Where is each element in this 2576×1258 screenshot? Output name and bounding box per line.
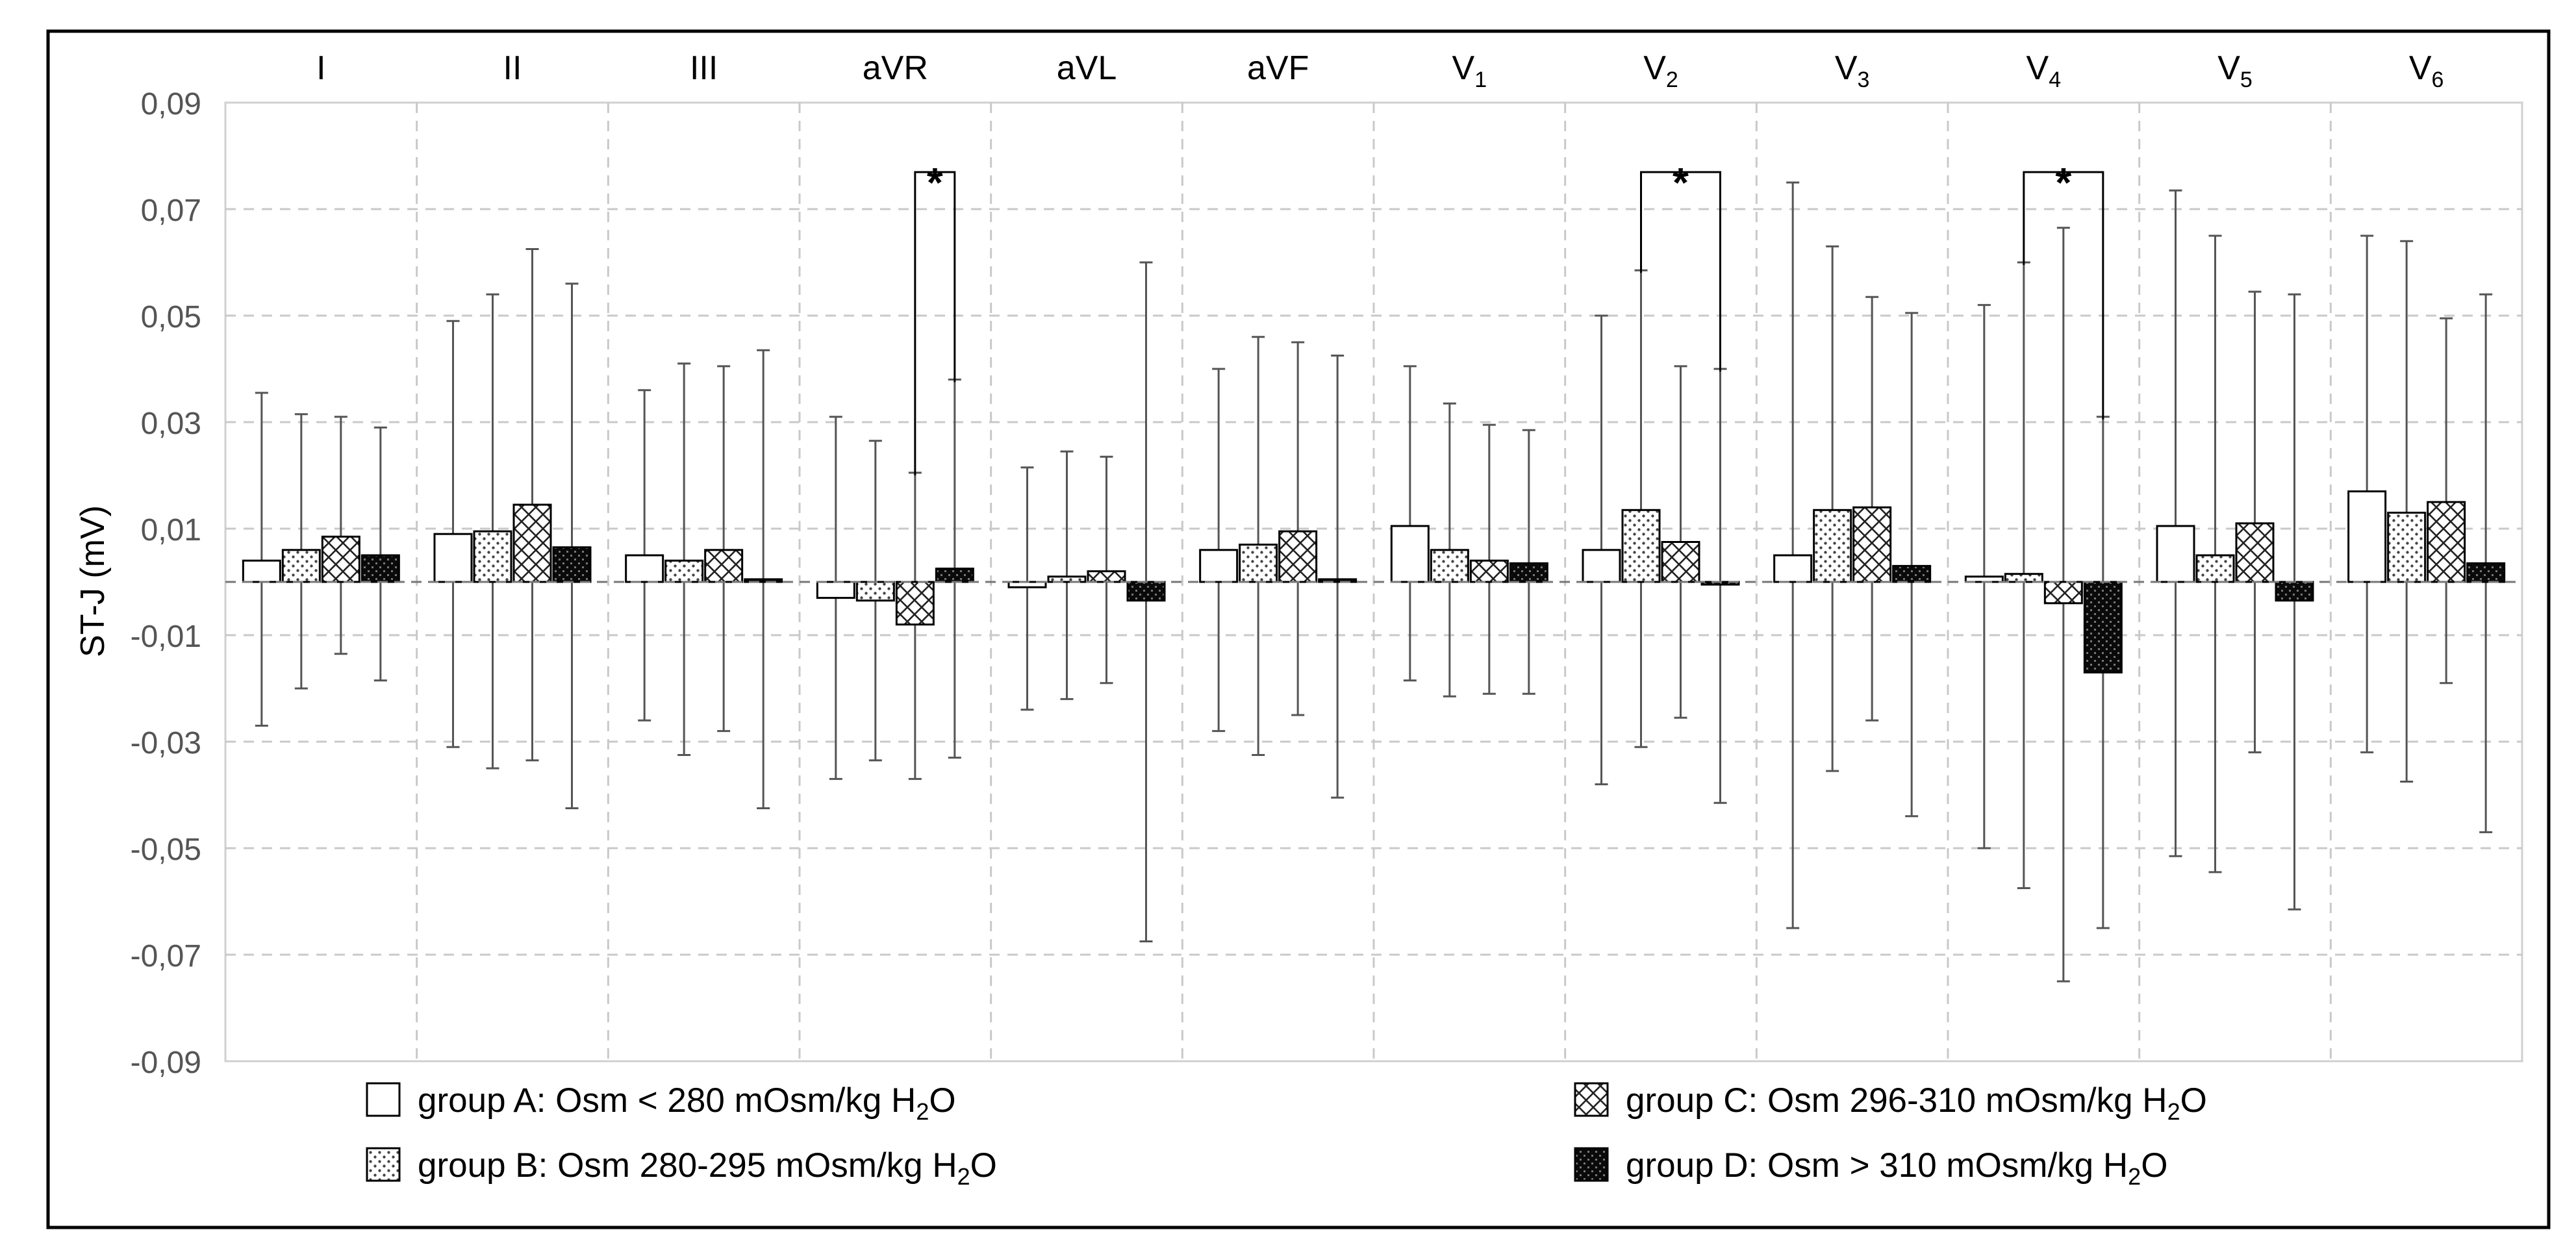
bar-group-c (2043, 581, 2083, 605)
bar-group-c (704, 549, 744, 583)
legend-swatch (1574, 1147, 1609, 1182)
y-tick-label: -0,05 (131, 833, 201, 867)
bar-group-a (433, 533, 473, 583)
bar-group-c (2427, 501, 2466, 583)
y-tick-label: 0,07 (141, 194, 201, 228)
bar-group-a (625, 554, 664, 583)
y-tick-label: 0,05 (141, 300, 201, 334)
legend[interactable]: group A: Osm < 280 mOsm/kg H2O group C: O… (366, 1081, 2207, 1190)
category-label: aVL (1057, 49, 1117, 87)
bar-group-c (512, 503, 552, 583)
category-label: V4 (2027, 49, 2062, 92)
bar-group-c (2235, 522, 2275, 583)
y-tick-label: -0,03 (131, 726, 201, 761)
category-label: V5 (2217, 49, 2253, 92)
bar-group-b (1239, 544, 1278, 583)
bar-group-b (473, 530, 512, 583)
bar-group-a (2156, 525, 2195, 583)
legend-entry[interactable]: group B: Osm 280-295 mOsm/kg H2O (418, 1146, 997, 1190)
bar-group-c (1278, 530, 1318, 583)
bar-group-c (1469, 559, 1509, 583)
bar-group-b (281, 549, 321, 583)
bar-group-b (2004, 573, 2043, 583)
bar-group-d (1892, 564, 1932, 583)
bar-group-d (1318, 578, 1357, 583)
bar-group-d (1509, 562, 1548, 583)
category-label: V6 (2409, 49, 2444, 92)
bar-group-d (2466, 562, 2506, 583)
bar-group-b (1621, 509, 1661, 583)
y-tick-label: -0,09 (131, 1046, 201, 1080)
bar-group-a (1390, 525, 1430, 583)
category-label: V2 (1643, 49, 1678, 92)
legend-entry[interactable]: group D: Osm > 310 mOsm/kg H2O (1626, 1146, 2167, 1190)
significance-bracket (914, 171, 956, 475)
significance-star: * (2055, 159, 2071, 206)
bar-group-b (2195, 554, 2235, 583)
significance-markers: * * * (914, 159, 2104, 475)
bar-group-b (664, 559, 704, 583)
bar-group-c (1087, 570, 1126, 583)
bar-group-a (1773, 554, 1813, 583)
y-tick-label: 0,09 (141, 87, 201, 121)
legend-swatch (366, 1147, 401, 1182)
bar-group-a (1199, 549, 1239, 583)
bar-group-a (242, 559, 281, 583)
category-label: aVR (863, 49, 928, 87)
bar-group-c (321, 535, 360, 583)
significance-bracket (1640, 171, 1721, 371)
category-label: I (316, 49, 325, 87)
y-axis-label: ST-J (mV) (74, 505, 112, 657)
bar-group-a (2347, 490, 2387, 583)
category-label: V3 (1835, 49, 1870, 92)
bar-group-d (935, 568, 974, 583)
significance-star: * (1673, 159, 1689, 206)
y-tick-label: -0,01 (131, 620, 201, 654)
bar-group-b (1813, 509, 1852, 583)
legend-entry[interactable]: group C: Osm 296-310 mOsm/kg H2O (1626, 1081, 2207, 1125)
bar-group-a (1582, 549, 1621, 583)
category-label: III (690, 49, 718, 87)
legend-entry[interactable]: group A: Osm < 280 mOsm/kg H2O (418, 1081, 956, 1125)
category-label: V1 (1452, 49, 1487, 92)
bar-group-d (360, 554, 400, 583)
significance-bracket (2023, 171, 2104, 420)
bar-group-b (855, 581, 895, 602)
bar-group-d (744, 578, 783, 583)
bar-group-b (2387, 511, 2427, 583)
bar-group-c (895, 581, 935, 626)
y-axis-ticks: 0,09 0,07 0,05 0,03 0,01 -0,01 -0,03 -0,05 -0,07… (131, 87, 201, 1080)
bar-group-d (552, 546, 592, 583)
significance-star: * (927, 159, 943, 206)
category-label: II (503, 49, 522, 87)
bar-group-c (1852, 506, 1892, 583)
bar-group-d (2275, 581, 2314, 602)
bars (242, 490, 2506, 673)
bar-group-c (1661, 541, 1700, 583)
bar-group-b (1047, 575, 1087, 583)
bar-group-d (2083, 581, 2123, 673)
legend-swatch (366, 1082, 401, 1117)
bar-group-d (1126, 581, 1166, 602)
category-labels: I II III aVR aVL aVF V1 V2 V3 V4 V5 V6 (316, 49, 2443, 92)
bar-group-a (816, 581, 855, 599)
legend-swatch (1574, 1082, 1609, 1117)
y-tick-label: 0,01 (141, 513, 201, 547)
bar-group-b (1430, 549, 1469, 583)
y-tick-label: -0,07 (131, 939, 201, 974)
category-label: aVF (1247, 49, 1309, 87)
y-tick-label: 0,03 (141, 407, 201, 441)
